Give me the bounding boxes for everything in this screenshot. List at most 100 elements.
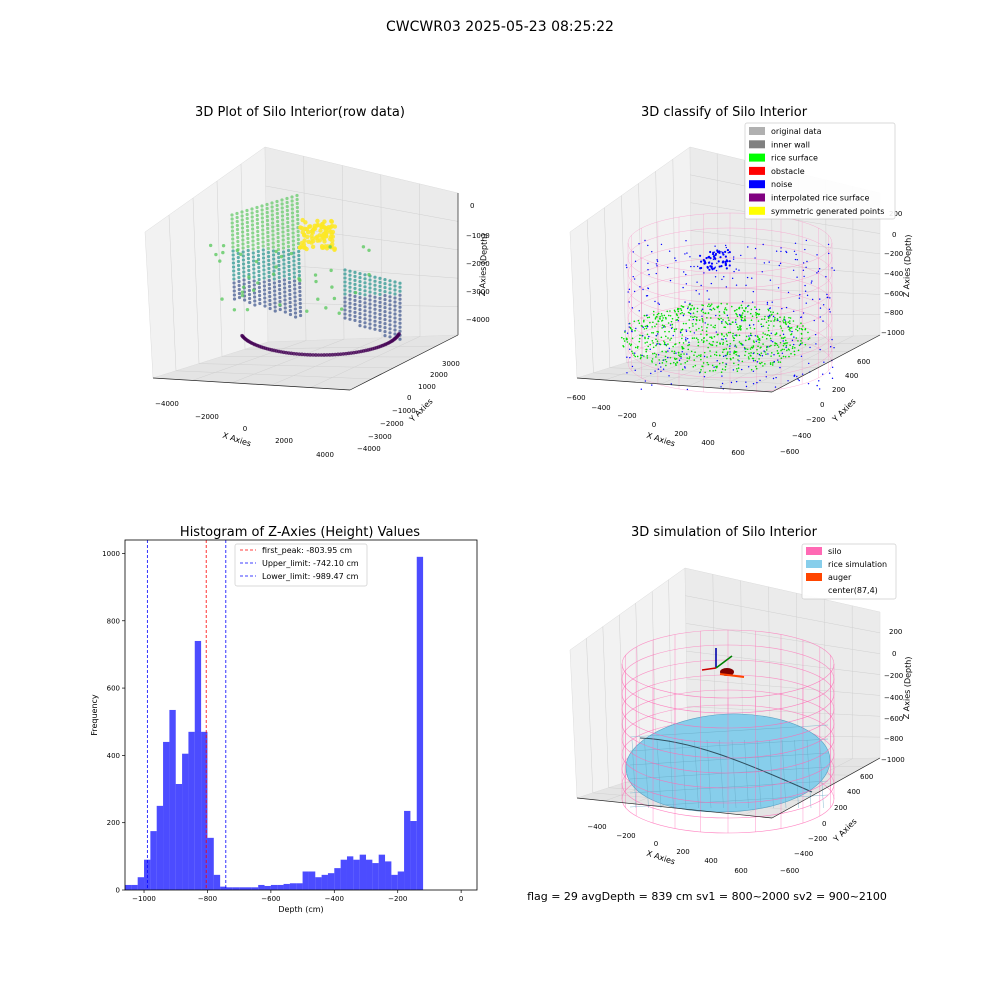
simulation-ztick: −600	[884, 715, 903, 723]
legend-swatch	[806, 547, 822, 555]
simulation-ytick: −200	[808, 835, 827, 843]
histogram-bar	[327, 873, 335, 890]
raw-zlabel: Z Axies (Depth)	[478, 233, 489, 296]
status-footer: flag = 29 avgDepth = 839 cm sv1 = 800~20…	[527, 890, 887, 903]
legend-label: obstacle	[771, 167, 805, 176]
raw-ztick: −3000	[466, 288, 490, 296]
histogram-xtick-label: −800	[198, 895, 217, 903]
classify-xtick: 600	[731, 449, 744, 457]
classify-panel-title: 3D classify of Silo Interior	[641, 105, 808, 120]
raw-xtick: 2000	[275, 437, 293, 445]
histogram-xtick-label: 0	[459, 895, 463, 903]
histogram-bar	[416, 556, 424, 890]
simulation-legend: silo rice simulation auger center(87,4)	[801, 543, 897, 600]
histogram-ytick-label: 400	[107, 752, 120, 760]
simulation-ytick: 200	[834, 804, 847, 812]
raw-ytick: 0	[407, 394, 411, 402]
raw-xtick: −4000	[155, 400, 179, 408]
raw-xtick: 0	[243, 425, 247, 433]
simulation-ztick: −800	[884, 735, 903, 743]
histogram-bar	[321, 874, 328, 890]
raw-data-panel: 3D Plot of Silo Interior(row data) −4000…	[144, 105, 490, 459]
raw-ytick: 2000	[430, 371, 448, 379]
histogram-bar	[270, 884, 278, 890]
histogram-legend: first_peak: -803.95 cm Upper_limit: -742.…	[234, 543, 368, 587]
legend-swatch	[749, 166, 765, 175]
legend-swatch	[806, 560, 822, 568]
raw-gridlines	[168, 156, 459, 388]
classify-ztick: −800	[884, 309, 903, 317]
histogram-bar	[169, 709, 176, 890]
legend-label: silo	[828, 547, 842, 556]
classify-xtick: 0	[652, 421, 656, 429]
classify-xlabel: X Axies	[645, 431, 676, 449]
classify-ytick: 400	[845, 372, 858, 380]
histogram-ytick-label: 0	[116, 887, 120, 895]
histogram-bar	[289, 883, 297, 890]
histogram-bar	[366, 859, 373, 890]
classify-ytick: 0	[820, 401, 824, 409]
raw-xtick: 4000	[316, 451, 334, 459]
histogram-bar	[239, 887, 246, 890]
histogram-bar	[391, 874, 398, 890]
histogram-bar	[213, 874, 221, 890]
classify-ytick: 200	[832, 386, 845, 394]
histogram-xtick-label: −600	[261, 895, 280, 903]
histogram-bar	[410, 821, 417, 890]
histogram-bar	[220, 886, 227, 890]
raw-ztick: −1000	[466, 232, 490, 240]
histogram-bar	[359, 854, 367, 890]
histogram-panel: Histogram of Z-Axies (Height) Values −10…	[90, 525, 478, 914]
histogram-bar	[277, 884, 284, 890]
raw-panel-title: 3D Plot of Silo Interior(row data)	[195, 105, 405, 120]
histogram-bar	[315, 877, 322, 890]
raw-ytick: −4000	[357, 445, 381, 453]
histogram-bar	[296, 883, 303, 890]
simulation-ytick: −400	[794, 850, 813, 858]
histogram-bar	[150, 831, 157, 890]
legend-label: inner wall	[771, 140, 810, 149]
histogram-bar	[194, 640, 202, 890]
histogram-bar	[226, 887, 233, 890]
histogram-yticks: 0 200 400 600 800 1000	[102, 550, 125, 895]
histogram-ylabel: Frequency	[90, 694, 99, 736]
raw-ytick: 1000	[418, 383, 436, 391]
classify-ztick: 200	[889, 210, 902, 218]
simulation-panel-title: 3D simulation of Silo Interior	[631, 525, 818, 540]
histogram-bar	[125, 884, 132, 890]
histogram-bar	[308, 871, 316, 890]
simulation-ytick: 400	[847, 788, 860, 796]
histogram-bar	[397, 871, 405, 890]
legend-swatch	[749, 140, 765, 149]
raw-ytick: 3000	[442, 360, 460, 368]
histogram-ytick-label: 1000	[102, 550, 120, 558]
classify-ytick: −400	[792, 432, 811, 440]
raw-ytick: −2000	[380, 420, 404, 428]
raw-panes	[144, 146, 459, 391]
histogram-bar	[188, 731, 195, 890]
classify-zlabel: Z Axies (Depth)	[902, 234, 913, 297]
classify-ylabel: Y Axies	[830, 397, 858, 425]
simulation-ytick: −600	[780, 867, 799, 875]
simulation-zlabel: Z Axies (Depth)	[902, 656, 913, 719]
legend-swatch	[806, 573, 822, 581]
classify-xtick: −400	[591, 404, 610, 412]
histogram-bar	[385, 861, 392, 890]
legend-label: original data	[771, 127, 822, 136]
simulation-xtick: −400	[587, 823, 606, 831]
histogram-legend-label: Lower_limit: -989.47 cm	[262, 572, 359, 581]
legend-label: auger	[828, 573, 852, 582]
histogram-bar	[251, 887, 259, 890]
raw-axis-lines	[152, 193, 459, 391]
legend-label: noise	[771, 180, 792, 189]
classify-ztick: −200	[884, 250, 903, 258]
legend-swatch	[749, 180, 765, 189]
classify-panel: 3D classify of Silo Interior −600 −400 −…	[566, 105, 913, 457]
raw-ztick: −2000	[466, 260, 490, 268]
histogram-ytick-label: 800	[107, 617, 120, 625]
simulation-ztick: −400	[884, 694, 903, 702]
histogram-bar	[245, 887, 252, 890]
histogram-ytick-label: 200	[107, 819, 120, 827]
raw-ytick: −3000	[368, 433, 392, 441]
